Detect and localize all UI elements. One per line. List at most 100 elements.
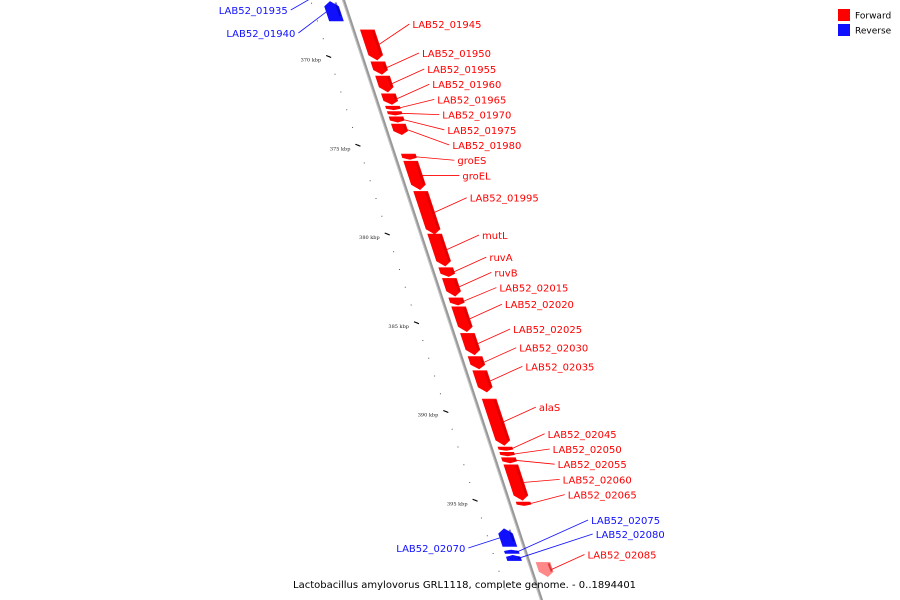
gene-arrow[interactable] — [515, 501, 532, 506]
gene-arrow-edge — [547, 563, 553, 572]
ruler-tick-label: 385 kbp — [388, 324, 409, 330]
gene-arrow[interactable] — [427, 233, 451, 267]
gene-label-leader — [511, 433, 545, 450]
gene-arrow-edge — [479, 357, 485, 365]
gene-label[interactable]: LAB52_02075 — [591, 516, 660, 527]
gene-label[interactable]: LAB52_01970 — [442, 111, 511, 122]
gene-arrow[interactable] — [503, 464, 529, 501]
gene-arrow[interactable] — [481, 398, 511, 446]
gene-label[interactable]: ruvB — [494, 268, 517, 279]
gene-label-leader — [462, 287, 497, 302]
gene-arrow-edge — [515, 465, 528, 496]
gene-label-leader — [400, 112, 440, 116]
ruler-major-tick — [413, 321, 420, 325]
ruler-tick-label: 395 kbp — [447, 501, 468, 507]
gene-label[interactable]: LAB52_02060 — [563, 475, 632, 486]
gene-arrow-edge — [511, 452, 514, 456]
gene-label[interactable]: LAB52_02035 — [525, 362, 594, 373]
gene-label-leader — [468, 537, 502, 549]
gene-label[interactable]: LAB52_01960 — [432, 80, 501, 91]
gene-arrow-edge — [513, 458, 517, 462]
gene-label[interactable]: LAB52_01975 — [447, 126, 516, 137]
gene-arrow[interactable] — [451, 306, 473, 332]
gene-label-leader — [385, 52, 420, 69]
gene-label-leader — [551, 554, 585, 570]
gene-label-leader — [515, 459, 555, 465]
gene-label[interactable]: LAB52_01980 — [452, 141, 521, 152]
gene-label[interactable]: ruvA — [489, 253, 512, 264]
gene-arrow-edge — [398, 112, 402, 115]
gene-label-leader — [529, 494, 565, 505]
gene-arrow-edge — [493, 399, 510, 441]
gene-label[interactable]: LAB52_02085 — [587, 550, 656, 561]
gene-label-leader — [513, 448, 550, 455]
gene-arrow[interactable] — [497, 446, 514, 451]
gene-label[interactable]: LAB52_01945 — [412, 20, 481, 31]
gene-label[interactable]: groEL — [462, 171, 491, 182]
legend-reverse-swatch — [838, 24, 850, 36]
gene-arrow-edge — [412, 154, 416, 159]
gene-label[interactable]: LAB52_02045 — [548, 430, 617, 441]
gene-label-leader — [399, 99, 435, 109]
gene-label[interactable]: LAB52_02065 — [568, 491, 637, 502]
backbone-highlight — [342, 0, 541, 600]
gene-label-leader — [502, 406, 537, 423]
gene-label[interactable]: LAB52_02020 — [505, 300, 574, 311]
gene-features — [324, 1, 554, 577]
gene-label-leader — [433, 197, 467, 214]
gene-label-leader — [396, 83, 430, 100]
gene-arrow-edge — [393, 94, 398, 102]
gene-label-leader — [298, 10, 328, 34]
gene-label-leader — [290, 0, 309, 11]
gene-label[interactable]: LAB52_01935 — [219, 6, 288, 17]
legend-reverse-label: Reverse — [855, 27, 892, 37]
gene-arrow-edge — [472, 334, 480, 351]
legend-forward-label: Forward — [855, 12, 891, 22]
gene-label[interactable]: LAB52_01940 — [226, 29, 295, 40]
backbone-line — [341, 0, 544, 600]
gene-label-leader — [519, 533, 593, 559]
gene-arrow-edge — [453, 279, 461, 292]
gene-labels: LAB52_01935 LAB52_01940 LAB52_01945 LAB52_0… — [219, 0, 665, 570]
gene-arrow[interactable] — [385, 105, 401, 111]
gene-arrow[interactable] — [324, 1, 344, 22]
gene-arrow[interactable] — [400, 153, 417, 160]
gene-arrow-edge — [415, 161, 425, 185]
gene-label-leader — [458, 271, 492, 288]
gene-arrow[interactable] — [498, 528, 518, 547]
gene-label[interactable]: LAB52_02055 — [558, 460, 627, 471]
ruler-tick-label: 375 kbp — [330, 146, 351, 152]
gene-arrow-edge — [425, 192, 440, 230]
gene-label[interactable]: LAB52_01995 — [470, 194, 539, 205]
gene-arrow[interactable] — [386, 111, 403, 116]
gene-label-leader — [489, 365, 523, 382]
gene-label[interactable]: LAB52_02050 — [553, 445, 622, 456]
gene-label[interactable]: mutL — [482, 231, 508, 242]
gene-label[interactable]: LAB52_01955 — [427, 65, 496, 76]
gene-arrow-edge — [334, 2, 342, 17]
gene-arrow[interactable] — [413, 191, 441, 235]
gene-arrow[interactable] — [403, 160, 426, 190]
gene-label-leader — [445, 234, 480, 251]
gene-label[interactable]: LAB52_02015 — [499, 284, 568, 295]
ruler-major-tick — [384, 232, 390, 236]
gene-label[interactable]: LAB52_01965 — [437, 95, 506, 106]
gene-label[interactable]: LAB52_02030 — [519, 344, 588, 355]
gene-label[interactable]: alaS — [539, 403, 560, 414]
gene-arrow[interactable] — [359, 29, 384, 61]
gene-arrow[interactable] — [388, 116, 405, 123]
gene-label[interactable]: LAB52_01950 — [422, 49, 491, 60]
gene-arrow[interactable] — [501, 457, 518, 464]
gene-label[interactable]: LAB52_02080 — [596, 530, 665, 541]
gene-label-leader — [522, 478, 560, 483]
gene-arrow-edge — [387, 76, 393, 88]
gene-label[interactable]: LAB52_02070 — [396, 544, 465, 555]
genome-backbone — [341, 0, 544, 600]
gene-arrow-edge — [400, 117, 404, 121]
gene-label[interactable]: groES — [457, 156, 486, 167]
gene-arrow[interactable] — [448, 297, 465, 306]
gene-arrow[interactable] — [499, 451, 515, 457]
gene-arrow-edge — [509, 447, 513, 450]
gene-label[interactable]: LAB52_02025 — [513, 325, 582, 336]
